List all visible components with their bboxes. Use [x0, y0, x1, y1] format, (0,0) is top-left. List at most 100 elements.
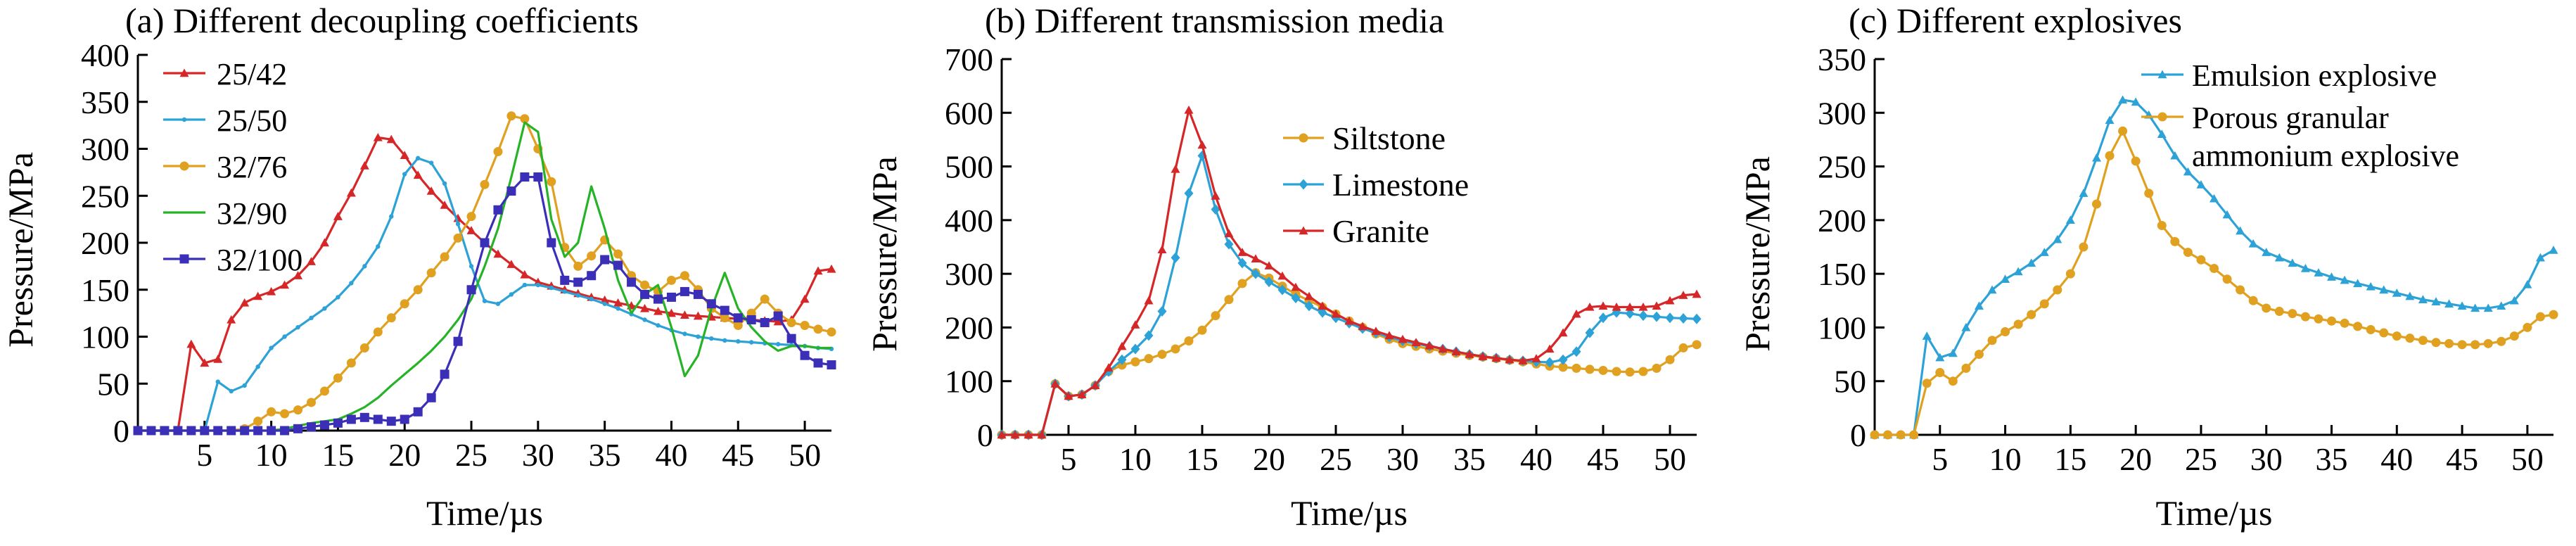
data-point	[2236, 226, 2245, 235]
data-point	[813, 358, 823, 368]
legend-entry: Limestone	[1283, 167, 1469, 203]
data-point	[2053, 285, 2062, 295]
x-tick-label: 10	[1989, 441, 2022, 477]
data-point	[613, 298, 623, 307]
x-tick-label: 35	[2316, 441, 2348, 477]
data-point	[1692, 313, 1702, 324]
x-tick-label: 20	[2119, 441, 2152, 477]
data-point	[613, 260, 623, 270]
data-point	[1037, 430, 1047, 439]
legend-entry: 32/100	[163, 243, 302, 277]
x-axis-label: Time/µs	[2156, 493, 2273, 533]
data-point	[2444, 299, 2454, 308]
data-point	[1625, 308, 1635, 319]
data-point	[293, 424, 303, 433]
data-point	[1224, 229, 1234, 238]
x-tick-label: 5	[1932, 441, 1948, 477]
data-point	[800, 320, 810, 330]
data-point	[282, 334, 287, 339]
legend-label: Porous granular	[2192, 101, 2389, 135]
data-point	[2170, 151, 2180, 160]
data-point	[1197, 325, 1207, 335]
x-tick-label: 30	[1386, 441, 1419, 477]
data-point	[1935, 353, 1945, 362]
data-point	[2013, 319, 2023, 329]
data-point	[1465, 350, 1474, 358]
x-tick-label: 15	[2054, 441, 2086, 477]
data-point	[666, 308, 676, 317]
series-line	[1875, 129, 2554, 436]
data-point	[2340, 318, 2349, 328]
data-point	[562, 289, 567, 294]
data-point	[1451, 347, 1461, 355]
data-point	[2079, 242, 2089, 252]
data-point	[255, 364, 260, 369]
x-tick-label: 40	[655, 437, 687, 473]
data-point	[1585, 302, 1595, 311]
data-point	[267, 407, 276, 417]
data-point	[642, 317, 647, 322]
data-point	[693, 289, 703, 299]
data-point	[1130, 343, 1140, 355]
data-point	[426, 268, 436, 278]
data-point	[827, 360, 836, 370]
data-point	[1024, 430, 1033, 439]
data-point	[666, 292, 676, 302]
data-point	[1171, 164, 1180, 173]
y-tick-label: 350	[1818, 42, 1866, 77]
data-point	[240, 298, 250, 307]
data-point	[493, 205, 503, 215]
data-point	[2027, 310, 2036, 319]
data-point	[1638, 310, 1648, 322]
x-tick-label: 10	[1119, 441, 1152, 477]
data-point	[466, 226, 476, 234]
y-tick-label: 300	[945, 256, 993, 292]
data-point	[746, 315, 756, 324]
legend-entry: 32/76	[163, 150, 287, 184]
data-point	[1545, 344, 1555, 353]
data-point	[773, 311, 783, 321]
data-point	[1318, 301, 1327, 310]
data-point	[2300, 312, 2310, 322]
data-point	[319, 238, 329, 247]
y-axis-label: Pressure/MPa	[1, 152, 40, 348]
data-point	[413, 407, 423, 417]
data-point	[333, 212, 343, 220]
data-point	[466, 212, 476, 222]
data-point	[1130, 320, 1140, 329]
data-point	[1883, 430, 1893, 440]
series-siltstone	[997, 268, 1702, 440]
data-point	[1961, 322, 1971, 331]
data-point	[215, 379, 220, 384]
data-point	[997, 430, 1007, 439]
data-point	[696, 334, 701, 339]
legend-label: ammonium explosive	[2192, 139, 2459, 173]
data-point	[547, 177, 556, 186]
data-point	[656, 323, 661, 328]
data-point	[2183, 167, 2193, 176]
data-point	[520, 172, 530, 182]
data-point	[242, 383, 247, 388]
data-point	[493, 249, 503, 258]
data-point	[827, 327, 836, 337]
data-point	[2288, 258, 2297, 267]
y-tick-label: 100	[81, 319, 129, 355]
data-point	[2210, 193, 2219, 203]
data-point	[253, 291, 263, 300]
data-point	[1358, 322, 1367, 331]
data-point	[1064, 391, 1073, 400]
y-tick-label: 150	[81, 272, 129, 308]
data-point	[2379, 328, 2389, 338]
data-point	[2118, 126, 2128, 136]
data-point	[760, 294, 770, 304]
data-point	[520, 114, 530, 124]
data-point	[1665, 296, 1675, 305]
data-point	[1518, 356, 1528, 364]
data-point	[1211, 204, 1220, 215]
data-point	[1344, 316, 1354, 325]
data-point	[1974, 301, 1984, 310]
y-tick-label: 0	[113, 413, 129, 449]
y-tick-label: 200	[81, 225, 129, 261]
data-point	[280, 280, 290, 289]
data-point	[2131, 97, 2141, 106]
